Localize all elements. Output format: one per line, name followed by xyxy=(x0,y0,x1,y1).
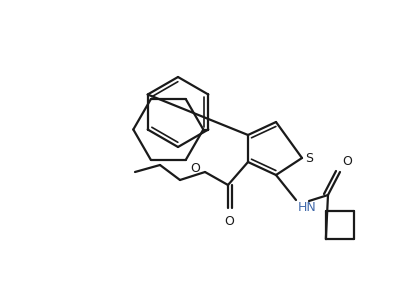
Text: O: O xyxy=(190,162,200,175)
Text: O: O xyxy=(342,155,352,168)
Text: HN: HN xyxy=(298,201,317,214)
Text: O: O xyxy=(224,215,234,228)
Text: S: S xyxy=(305,152,313,166)
